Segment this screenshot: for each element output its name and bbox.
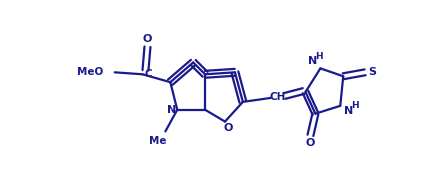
Text: H: H [316, 52, 323, 61]
Text: Me: Me [149, 136, 166, 146]
Text: O: O [223, 123, 233, 134]
Text: O: O [143, 34, 152, 44]
Text: N: N [344, 106, 353, 116]
Text: MeO: MeO [77, 67, 103, 77]
Text: C: C [145, 69, 152, 79]
Text: N: N [167, 105, 176, 115]
Text: N: N [308, 56, 317, 67]
Text: H: H [352, 101, 359, 110]
Text: CH: CH [270, 92, 286, 102]
Text: O: O [306, 138, 315, 148]
Text: S: S [368, 67, 376, 77]
